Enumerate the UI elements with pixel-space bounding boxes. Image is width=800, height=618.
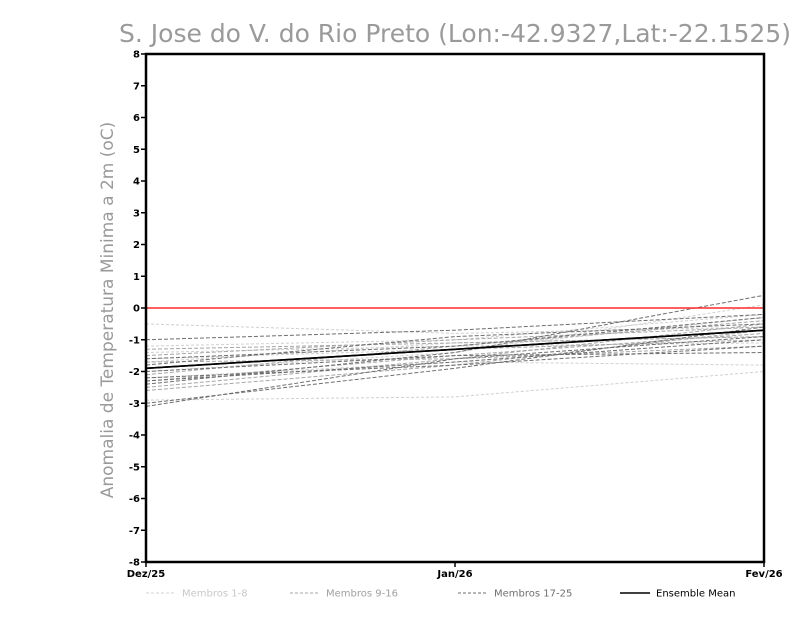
legend-label: Membros 17-25 (494, 589, 572, 600)
series-line-member-22 (145, 352, 765, 372)
chart-title: S. Jose do V. do Rio Preto (Lon:-42.9327… (119, 19, 791, 48)
y-tick-label: 0 (133, 304, 140, 315)
series-line-member-3 (145, 371, 765, 401)
series-line-member-6 (145, 336, 765, 363)
series-line-member-13 (145, 320, 765, 376)
x-tick-label: Dez/25 (127, 569, 166, 580)
y-tick-label: -8 (129, 558, 140, 569)
y-tick-label: 7 (133, 81, 140, 92)
y-tick-label: -2 (129, 367, 140, 378)
y-tick-label: -1 (129, 335, 140, 346)
y-tick-label: 3 (133, 208, 140, 219)
y-tick-label: 1 (133, 272, 140, 283)
series-line-member-4 (145, 361, 765, 379)
series-line-member-9 (145, 326, 765, 357)
series-line-member-5 (145, 313, 765, 347)
series-line-ensemble-mean-top (145, 329, 765, 370)
y-tick-label: 8 (133, 50, 140, 61)
series-line-member-19 (145, 313, 765, 341)
y-tick-label: -5 (129, 462, 140, 473)
series-line-member-23 (145, 326, 765, 404)
y-tick-label: -4 (129, 431, 140, 442)
series-line-member-11 (145, 323, 765, 388)
y-tick-label: 5 (133, 145, 140, 156)
y-tick-label: 2 (133, 240, 140, 251)
y-tick-label: 6 (133, 113, 140, 124)
y-axis-label: Anomalia de Temperatura Minima a 2m (oC) (98, 122, 118, 499)
x-tick-label: Fev/26 (745, 569, 782, 580)
series-line-member-24 (145, 317, 765, 360)
series-line-member-16 (145, 336, 765, 350)
series-line-member-25 (145, 339, 765, 382)
y-tick-label: -3 (129, 399, 140, 410)
legend-label: Membros 9-16 (326, 589, 398, 600)
x-tick-label: Jan/26 (436, 569, 472, 580)
series-line-member-17 (145, 336, 765, 407)
series-line-member-15 (145, 329, 765, 391)
series-line-member-14 (145, 345, 765, 363)
series-line-member-21 (145, 323, 765, 366)
y-tick-label: -6 (129, 494, 140, 505)
legend-label: Membros 1-8 (182, 589, 248, 600)
series-line-member-20 (145, 345, 765, 379)
legend: Membros 1-8 Membros 9-16 Membros 17-25 Ense… (146, 589, 735, 600)
y-tick-label: -7 (129, 526, 140, 537)
series-line-member-1 (145, 323, 765, 334)
y-tick-label: 4 (133, 177, 140, 188)
legend-label: Ensemble Mean (656, 589, 735, 600)
